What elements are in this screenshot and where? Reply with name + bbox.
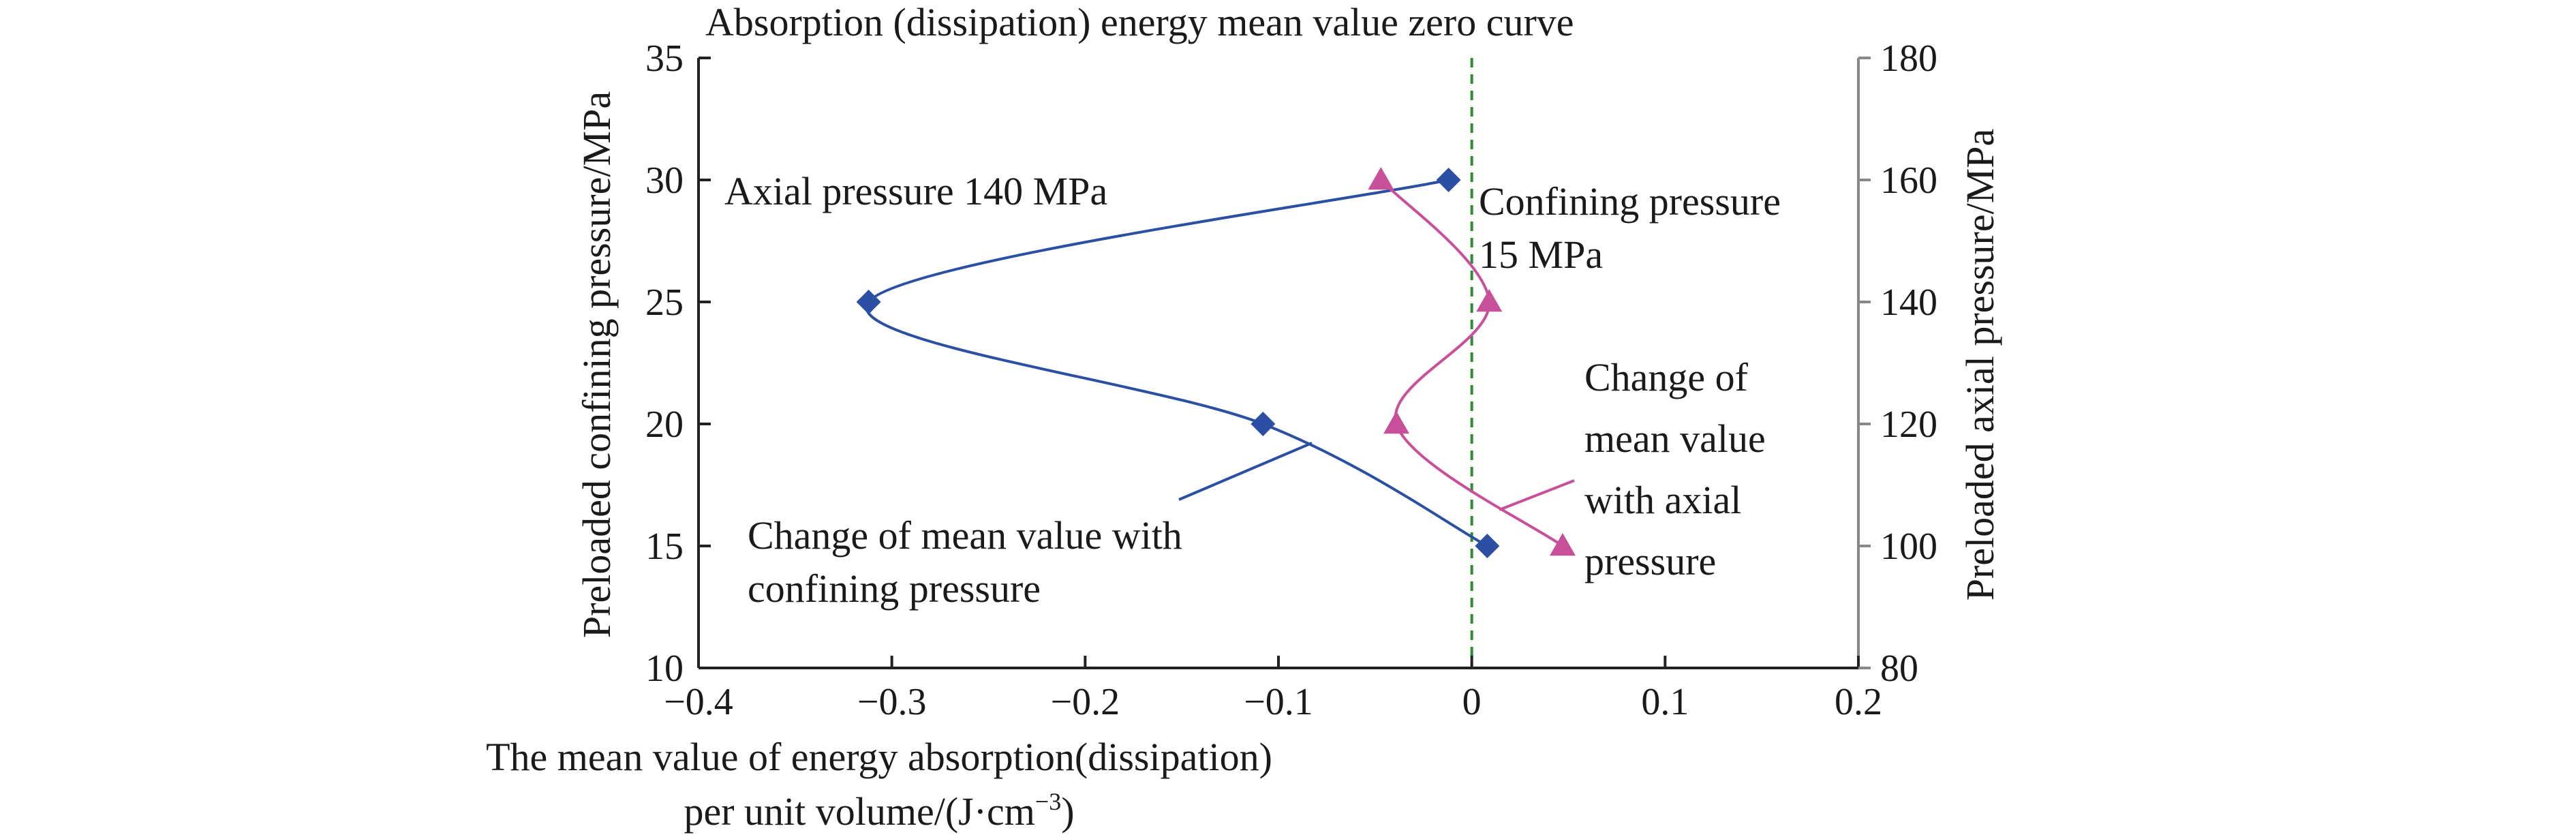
pink-leader-line (1499, 479, 1575, 511)
confining-pressure-annotation-line1: Confining pressure (1479, 179, 1781, 224)
y-left-tick-label: 10 (645, 648, 684, 690)
x-tick-label: 0 (1462, 681, 1482, 723)
y-left-tick-label: 30 (645, 159, 684, 202)
y-right-tick-label: 140 (1880, 281, 1937, 324)
x-axis-title-superscript: −3 (1035, 788, 1061, 815)
y-axis-right-title: Preloaded axial pressure/MPa (1958, 129, 2002, 601)
x-tick-label: 0.2 (1835, 681, 1882, 723)
series-layer (856, 167, 1576, 558)
x-tick-label: −0.2 (1051, 681, 1120, 723)
x-tick-label: 0.1 (1641, 681, 1689, 723)
pink-change-annotation-line1: Change of (1584, 355, 1749, 399)
axial-series-triangle-marker (1549, 533, 1576, 556)
y-right-tick-label: 160 (1880, 159, 1937, 202)
pink-change-annotation-line4: pressure (1584, 539, 1716, 583)
axial-series-triangle-marker (1368, 167, 1394, 190)
confining-series-diamond-marker (856, 290, 881, 314)
x-tick-label: −0.3 (857, 681, 927, 723)
pink-change-annotation-line2: mean value (1584, 416, 1766, 461)
y-right-tick-label: 120 (1880, 404, 1937, 446)
y-right-tick-label: 180 (1880, 37, 1937, 80)
confining-series-line (865, 179, 1488, 547)
x-tick-label: −0.1 (1244, 681, 1313, 723)
y-left-tick-label: 35 (645, 37, 684, 80)
confining-pressure-annotation-line2: 15 MPa (1479, 232, 1603, 277)
confining-series-diamond-marker (1475, 534, 1500, 558)
axial-pressure-annotation: Axial pressure 140 MPa (724, 169, 1107, 213)
axial-series-triangle-marker (1476, 289, 1503, 312)
axial-series-line (1379, 179, 1564, 547)
y-left-tick-label: 25 (645, 281, 684, 324)
blue-change-annotation-line2: confining pressure (748, 566, 1041, 611)
axial-series-triangle-marker (1383, 411, 1410, 434)
y-left-tick-label: 20 (645, 404, 684, 446)
zero-curve-annotation: Absorption (dissipation) energy mean val… (705, 0, 1574, 44)
x-tick-label: −0.4 (664, 681, 733, 723)
confining-series-diamond-marker (1251, 412, 1276, 436)
x-axis-title-line1: The mean value of energy absorption(diss… (486, 735, 1272, 779)
blue-leader-line (1178, 442, 1313, 501)
confining-series-diamond-marker (1436, 168, 1461, 192)
y-right-tick-label: 100 (1880, 526, 1937, 568)
ticks-layer: −0.4 −0.3 −0.2 −0.1 0 0.1 0.2 10 15 20 25 30 35 80 100… (645, 37, 1937, 723)
x-axis-title-line2: per unit volume/(J·cm−3) (684, 788, 1074, 834)
pink-change-annotation-line3: with axial (1584, 478, 1741, 522)
y-right-tick-label: 80 (1880, 648, 1918, 690)
y-left-tick-label: 15 (645, 526, 684, 568)
blue-change-annotation-line1: Change of mean value with (748, 513, 1182, 558)
y-axis-left-title: Preloaded confining pressure/MPa (574, 91, 619, 638)
